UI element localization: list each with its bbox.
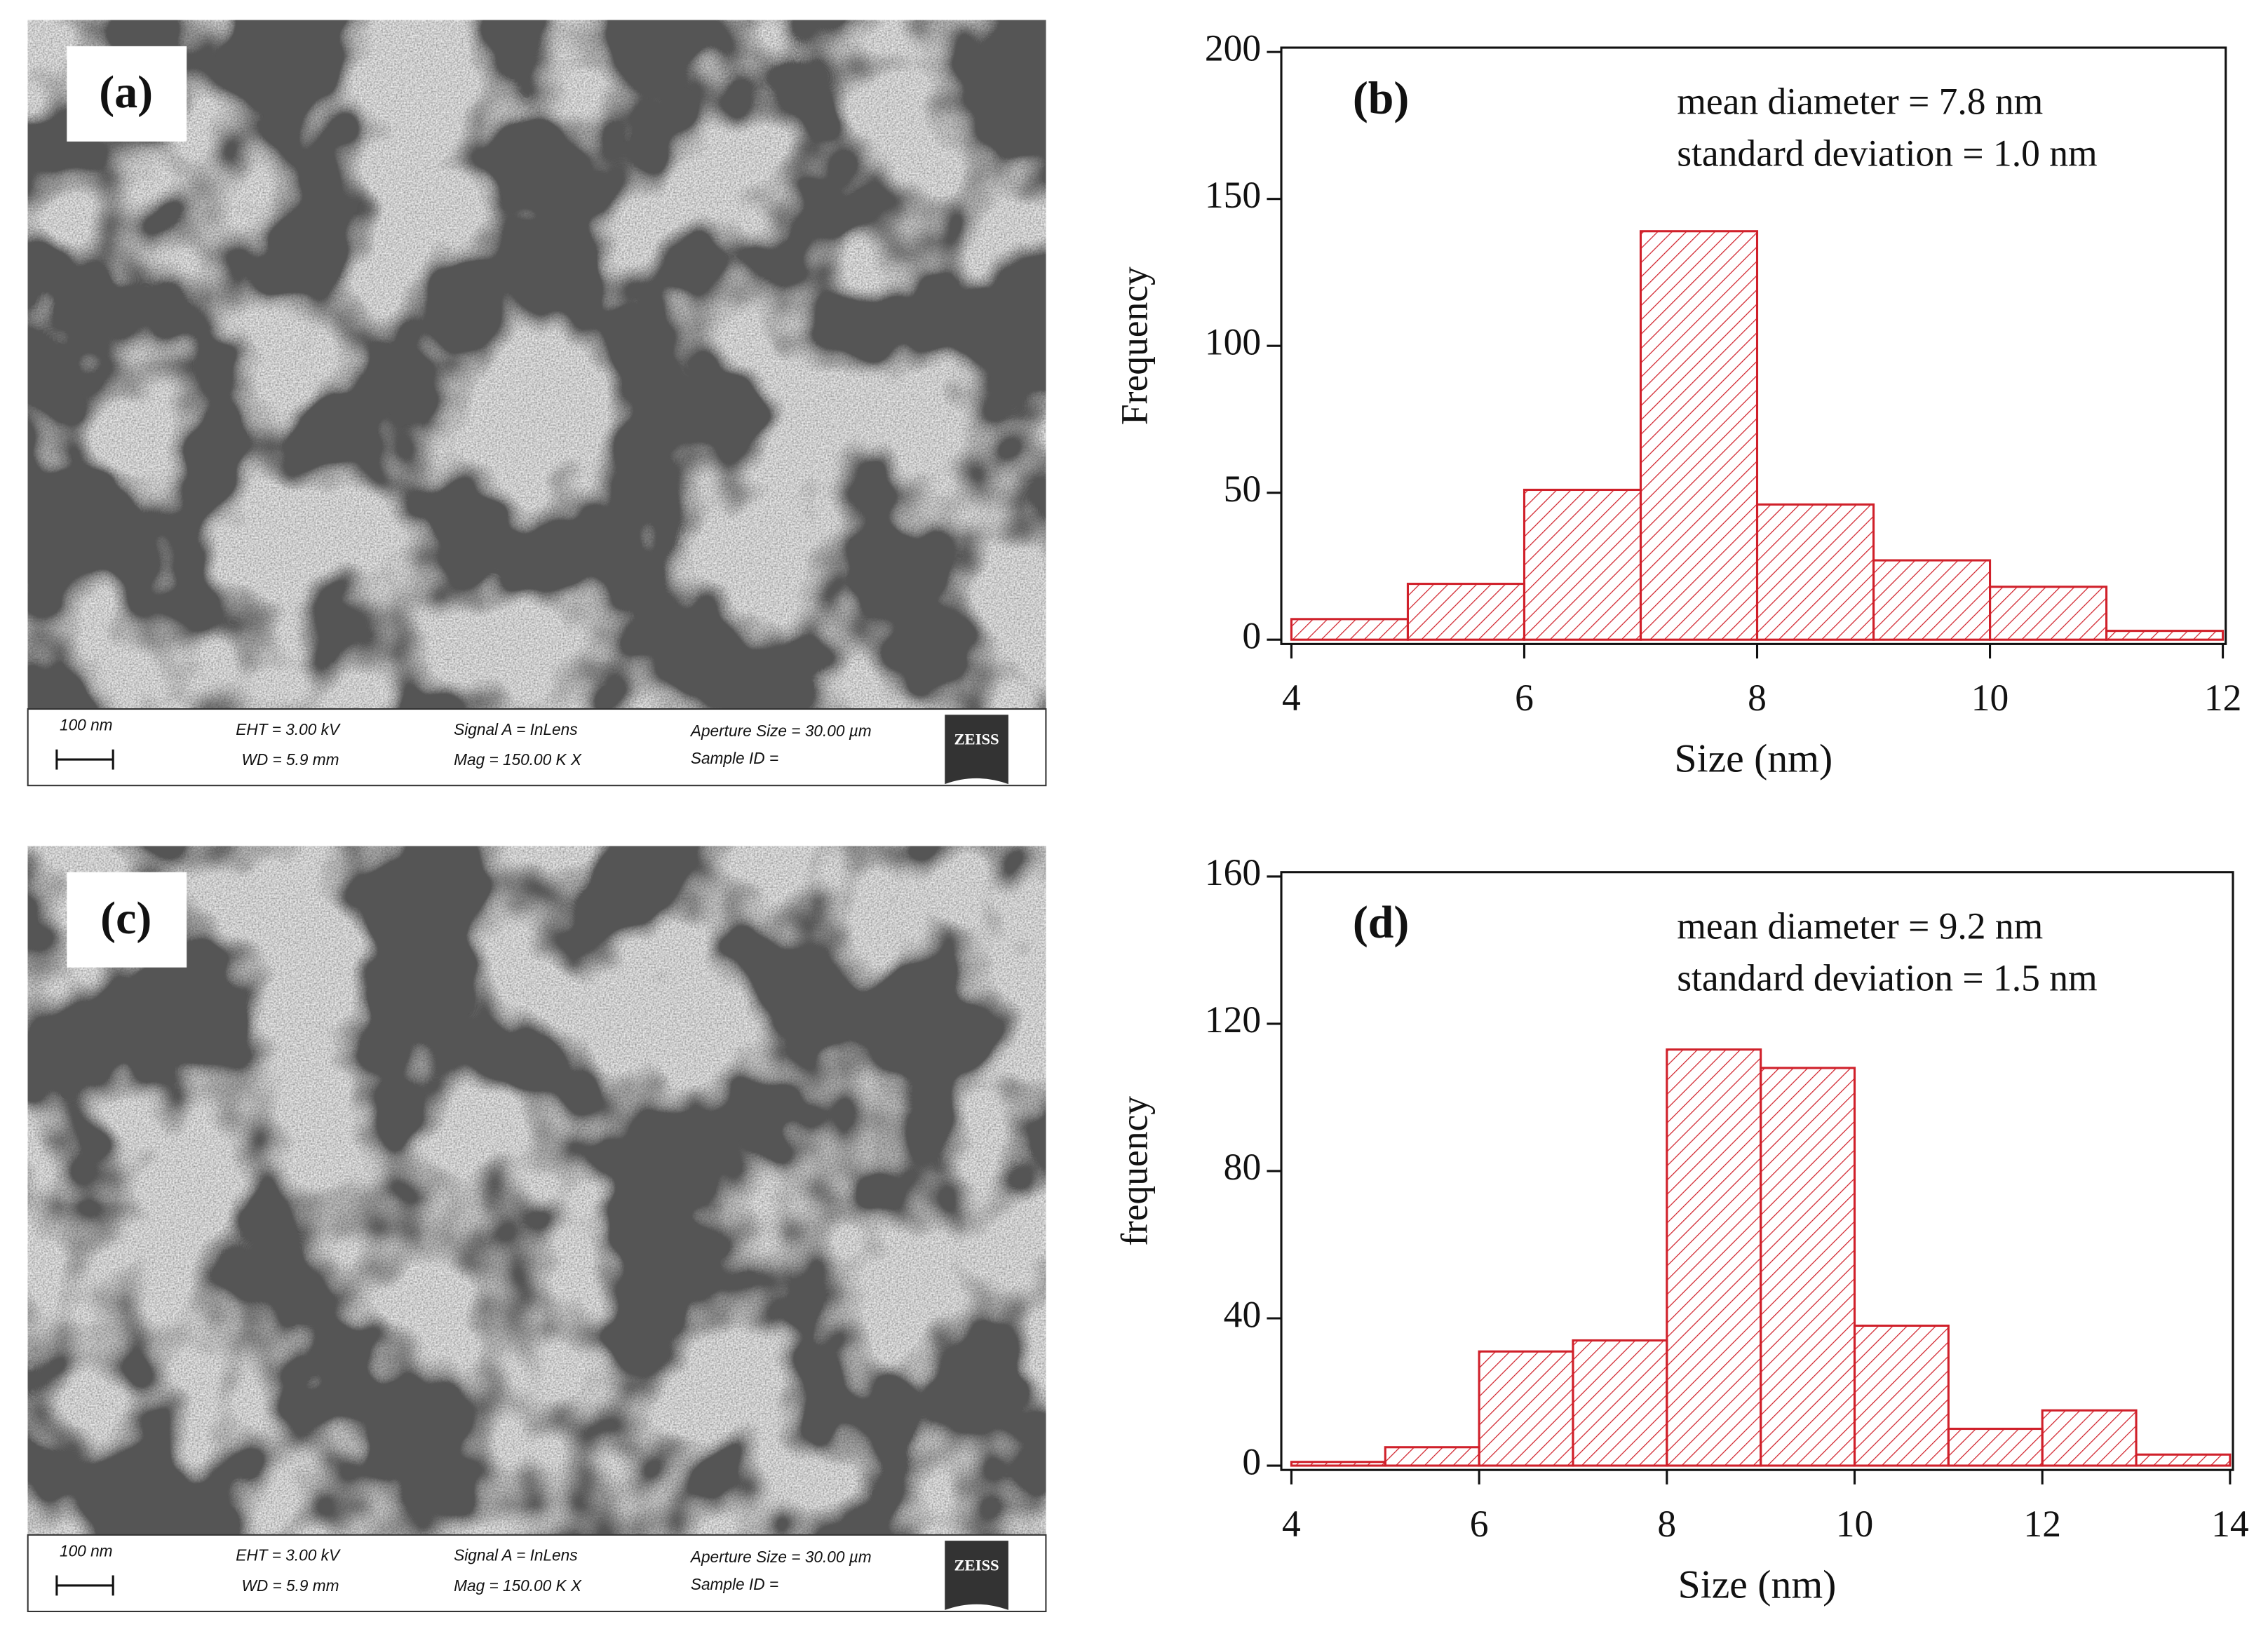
info-text: EHT = 3.00 kV	[236, 720, 341, 738]
y-tick-label: 160	[1205, 851, 1261, 893]
y-tick-label: 50	[1224, 468, 1262, 510]
panel-label: (b)	[1353, 72, 1410, 123]
x-tick-label: 8	[1748, 677, 1767, 719]
bar	[1760, 1067, 1856, 1467]
bar	[1872, 559, 1992, 641]
bar	[1853, 1324, 1950, 1467]
label-box	[67, 872, 187, 968]
annotation: mean diameter = 9.2 nm	[1677, 905, 2043, 947]
scale-bar-label: 100 nm	[60, 716, 113, 734]
y-tick-label: 40	[1224, 1293, 1262, 1335]
logo: ZEISS	[954, 731, 999, 748]
bar	[1639, 230, 1759, 641]
y-tick-label: 0	[1242, 1440, 1261, 1482]
info-text: Aperture Size = 30.00 µm	[689, 1548, 872, 1566]
x-tick-label: 6	[1470, 1503, 1489, 1545]
scale-bar	[55, 1575, 114, 1596]
x-tick-label: 12	[2204, 677, 2242, 719]
y-tick-label: 80	[1224, 1146, 1262, 1188]
x-tick-label: 6	[1515, 677, 1534, 719]
logo-badge	[945, 1541, 1008, 1610]
info-text: Mag = 150.00 K X	[454, 1576, 582, 1595]
annotation: standard deviation = 1.5 nm	[1677, 956, 2097, 999]
bar	[1755, 503, 1875, 641]
x-tick-label: 12	[2023, 1503, 2061, 1545]
x-tick-label: 10	[1971, 677, 2009, 719]
y-tick-label: 0	[1242, 614, 1261, 656]
y-tick-label: 200	[1205, 27, 1261, 69]
bar	[1290, 618, 1410, 641]
panel-label: (c)	[100, 893, 151, 944]
y-axis-label: frequency	[1113, 1096, 1155, 1246]
bar	[1947, 1427, 2044, 1467]
bar	[1666, 1048, 1762, 1467]
logo: ZEISS	[954, 1556, 999, 1574]
panel-label: (d)	[1353, 897, 1410, 948]
x-axis-label: Size (nm)	[1675, 736, 1833, 780]
scale-bar	[55, 749, 114, 770]
y-tick-label: 120	[1205, 999, 1261, 1041]
x-tick-label: 14	[2211, 1503, 2249, 1545]
x-tick-label: 10	[1836, 1503, 1874, 1545]
info-bar	[27, 1534, 1047, 1613]
info-text: Signal A = InLens	[454, 720, 577, 738]
bar	[1572, 1339, 1668, 1467]
info-text: Sample ID =	[691, 1575, 778, 1593]
bar	[1290, 1461, 1386, 1467]
info-text: Sample ID =	[691, 749, 778, 767]
bar	[1523, 488, 1642, 641]
info-text: WD = 5.9 mm	[241, 750, 339, 769]
bar	[1406, 583, 1526, 641]
bar	[1384, 1446, 1480, 1467]
y-tick-label: 150	[1205, 174, 1261, 216]
panel-label: (a)	[99, 67, 153, 118]
info-text: WD = 5.9 mm	[241, 1576, 339, 1595]
info-text: Mag = 150.00 K X	[454, 750, 582, 769]
x-axis-label: Size (nm)	[1678, 1562, 1837, 1607]
annotation: standard deviation = 1.0 nm	[1677, 133, 2097, 175]
info-text: Signal A = InLens	[454, 1546, 577, 1564]
bar	[1478, 1350, 1574, 1467]
scale-bar-label: 100 nm	[60, 1542, 113, 1560]
bar	[2135, 1453, 2232, 1467]
info-bar	[27, 708, 1047, 787]
bar	[2105, 630, 2225, 641]
y-axis-label: Frequency	[1113, 266, 1155, 425]
label-box	[67, 46, 187, 142]
sem-image	[27, 20, 1046, 710]
y-tick-label: 100	[1205, 320, 1261, 363]
info-text: EHT = 3.00 kV	[236, 1546, 341, 1564]
x-tick-label: 4	[1282, 1503, 1301, 1545]
logo-badge	[945, 715, 1008, 785]
annotation: mean diameter = 7.8 nm	[1677, 81, 2043, 123]
bar	[2041, 1409, 2138, 1467]
x-tick-label: 8	[1657, 1503, 1676, 1545]
x-tick-label: 4	[1282, 677, 1301, 719]
bar	[1989, 586, 2108, 641]
info-text: Aperture Size = 30.00 µm	[689, 722, 872, 740]
sem-image	[27, 846, 1046, 1535]
